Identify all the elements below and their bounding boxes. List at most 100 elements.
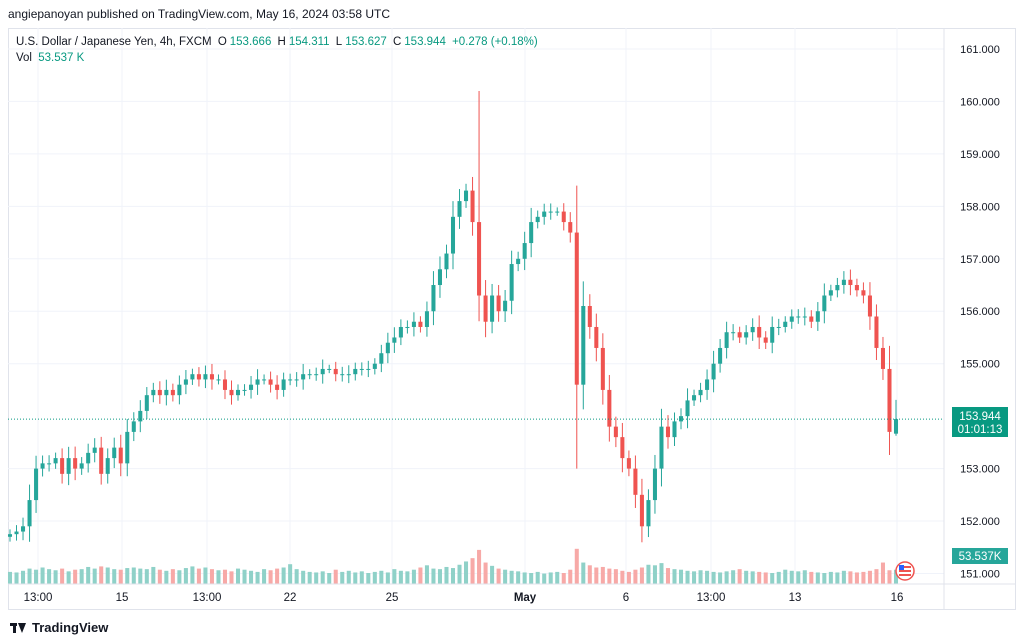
volume-bar	[92, 568, 97, 584]
volume-bar	[509, 570, 514, 584]
volume-bar	[411, 569, 416, 584]
volume-bar	[678, 569, 684, 584]
volume-bar	[796, 571, 801, 584]
volume-bar	[802, 570, 807, 584]
open-key: O	[217, 36, 227, 48]
volume-bar	[424, 565, 429, 584]
volume-bar	[841, 570, 846, 584]
candle-body	[854, 285, 859, 291]
volume-bar	[385, 572, 390, 584]
volume-bar	[138, 568, 143, 584]
volume-bar	[437, 569, 442, 584]
candle-body	[828, 290, 833, 296]
chart-grid	[8, 28, 944, 584]
time-tick-label: 13	[789, 592, 802, 604]
candle-body	[809, 316, 814, 322]
candle-body	[118, 447, 123, 464]
candle-body	[196, 374, 201, 380]
volume-bar	[53, 570, 58, 584]
candle-body	[164, 389, 169, 396]
candle-body	[131, 421, 136, 432]
volume-bar	[177, 570, 182, 584]
candle-body	[457, 201, 462, 217]
candle-body	[561, 211, 566, 223]
time-tick-label: 13:00	[24, 592, 53, 604]
volume-bar	[164, 570, 169, 584]
candle-body	[450, 216, 456, 254]
candle-body	[40, 463, 45, 469]
volume-bar	[835, 572, 840, 584]
volume-bar	[477, 549, 482, 584]
candle-body	[711, 363, 716, 380]
volume-bar	[672, 569, 677, 584]
time-axis: 13:00 15 13:00 22 25 May 6 13:00 13 16	[24, 592, 904, 604]
candle-body	[431, 285, 436, 312]
volume-bar	[190, 566, 195, 584]
candle-body	[398, 326, 403, 338]
candle-body	[209, 374, 214, 380]
volume-bar	[607, 568, 612, 584]
price-tick-label: 160.000	[960, 96, 1000, 108]
candle-body	[594, 326, 599, 348]
volume-key: Vol	[16, 52, 32, 64]
candle-body	[151, 389, 156, 396]
candle-body	[21, 526, 26, 532]
candle-body	[411, 321, 416, 327]
candle-body	[659, 426, 664, 469]
volume-bar	[587, 565, 592, 584]
tradingview-brand[interactable]: TradingView	[10, 620, 108, 635]
candle-body	[105, 458, 110, 474]
low-key: L	[335, 36, 343, 48]
time-tick-label: 6	[623, 592, 629, 604]
candle-body	[841, 279, 846, 286]
candle-body	[333, 368, 338, 375]
candle-body	[503, 300, 508, 312]
volume-value: 53.537 K	[38, 52, 85, 64]
volume-bar	[405, 571, 410, 584]
volume-bar	[561, 573, 566, 584]
candle-body	[672, 421, 677, 438]
volume-bar	[880, 562, 885, 584]
candle-body	[307, 374, 312, 376]
volume-bar	[346, 570, 351, 584]
volume-bar	[7, 571, 13, 584]
countdown-label: 01:01:13	[958, 424, 1003, 436]
volume-bar	[196, 568, 201, 584]
tradingview-logo-icon	[10, 622, 26, 633]
volume-bar	[854, 572, 859, 584]
volume-bar	[418, 567, 423, 584]
candle-body	[861, 290, 866, 296]
candle-body	[581, 306, 586, 385]
volume-bar	[379, 570, 384, 584]
volume-bar	[496, 568, 501, 584]
volume-bar	[105, 567, 110, 584]
publish-caption: angiepanoyan published on TradingView.co…	[8, 7, 391, 21]
volume-bar	[600, 566, 605, 584]
volume-bar	[861, 571, 866, 584]
volume-bar	[529, 573, 534, 584]
candle-body	[418, 321, 423, 327]
volume-bar	[301, 570, 306, 584]
volume-bar	[40, 567, 45, 584]
candle-body	[268, 379, 273, 385]
candle-body	[379, 353, 384, 364]
volume-bar	[639, 567, 644, 584]
volume-bar	[776, 571, 781, 584]
volume-bars	[7, 548, 899, 584]
symbol-label[interactable]: U.S. Dollar / Japanese Yen, 4h, FXCM	[16, 36, 212, 48]
candle-body	[744, 332, 749, 338]
candle-body	[542, 211, 547, 217]
volume-bar	[431, 568, 436, 584]
candle-body	[496, 295, 501, 312]
volume-bar	[659, 563, 664, 584]
candle-body	[535, 216, 540, 223]
candle-body	[555, 211, 560, 213]
volume-bar	[203, 567, 208, 584]
volume-bar	[86, 566, 91, 584]
candle-body	[255, 379, 260, 385]
volume-bar	[705, 570, 710, 584]
candle-body	[692, 395, 697, 401]
volume-tag: 53.537K	[952, 548, 1008, 564]
volume-bar	[848, 571, 853, 584]
